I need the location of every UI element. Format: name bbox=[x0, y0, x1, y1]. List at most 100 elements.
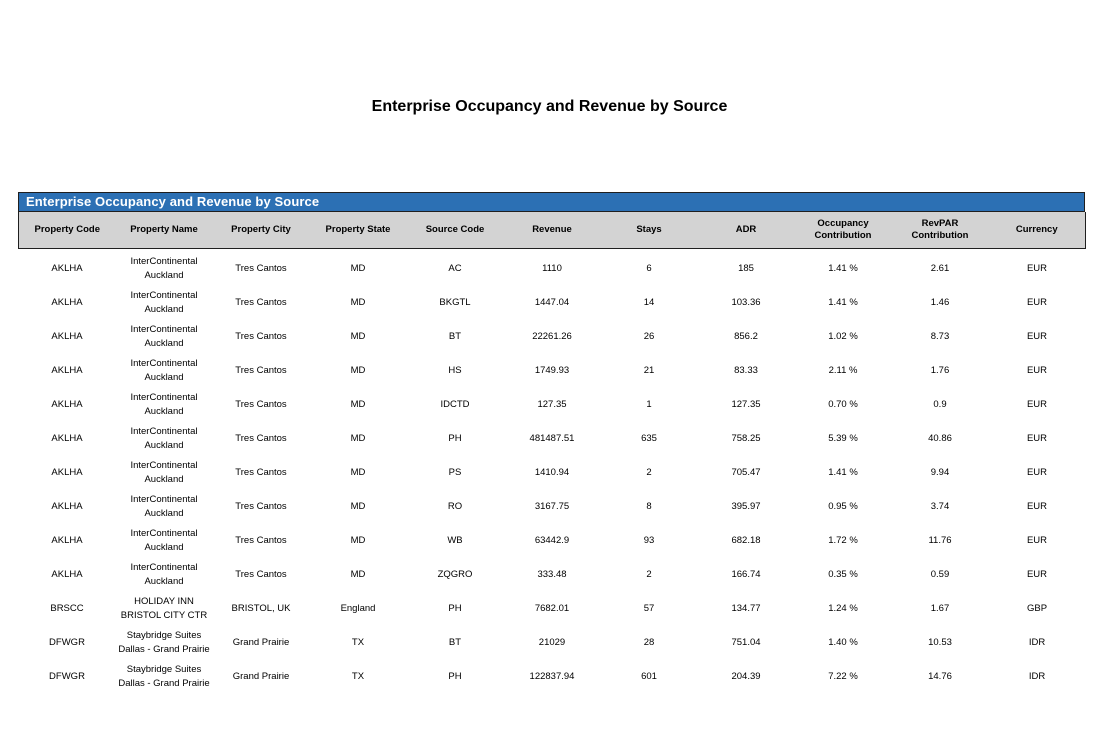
adr-cell: 751.04 bbox=[731, 637, 761, 648]
currency-cell: EUR bbox=[1026, 297, 1048, 308]
column-header-property-name: Property Name bbox=[115, 212, 213, 249]
source-code-cell: RO bbox=[447, 501, 463, 512]
adr-cell: 166.74 bbox=[731, 569, 761, 580]
revenue-cell: 21029 bbox=[538, 637, 566, 648]
table-row: AKLHA InterContinental Auckland Tres Canto… bbox=[19, 249, 1086, 287]
table-row: DFWGR Staybridge Suites Dallas - Grand Pr… bbox=[19, 660, 1086, 694]
currency-cell: EUR bbox=[1026, 569, 1048, 580]
revenue-cell: 481487.51 bbox=[529, 433, 575, 444]
column-header-property-state: Property State bbox=[309, 212, 407, 249]
stays-cell: 8 bbox=[646, 501, 652, 512]
adr-cell: 185 bbox=[738, 263, 754, 274]
source-code-cell: HS bbox=[448, 365, 462, 376]
property-code-cell: BRSCC bbox=[50, 603, 84, 614]
page-title: Enterprise Occupancy and Revenue by Sour… bbox=[371, 98, 728, 115]
stays-cell: 2 bbox=[646, 569, 652, 580]
column-header-revpar-contribution: RevPAR Contribution bbox=[891, 212, 989, 249]
table-row: BRSCC HOLIDAY INN BRISTOL CITY CTR BRISTOL… bbox=[19, 592, 1086, 626]
property-code-cell: AKLHA bbox=[51, 365, 83, 376]
column-header-currency: Currency bbox=[988, 212, 1086, 249]
table-row: AKLHA InterContinental Auckland Tres Canto… bbox=[19, 286, 1086, 320]
source-code-cell: BT bbox=[448, 637, 462, 648]
property-name-cell: InterContinental Auckland bbox=[130, 494, 198, 519]
adr-cell: 682.18 bbox=[731, 535, 761, 546]
revpar-contribution-cell: 40.86 bbox=[928, 433, 952, 444]
revpar-contribution-cell: 1.46 bbox=[930, 297, 950, 308]
adr-cell: 204.39 bbox=[731, 671, 761, 682]
property-state-cell: MD bbox=[350, 263, 366, 274]
revenue-cell: 1447.04 bbox=[534, 297, 570, 308]
property-state-cell: MD bbox=[350, 331, 366, 342]
property-city-cell: Tres Cantos bbox=[235, 535, 287, 546]
currency-cell: EUR bbox=[1026, 331, 1048, 342]
revenue-cell: 127.35 bbox=[537, 399, 567, 410]
column-header-occupancy-contribution: Occupancy Contribution bbox=[794, 212, 892, 249]
currency-cell: IDR bbox=[1028, 637, 1046, 648]
report-table: Property Code Property Name Property City P… bbox=[18, 212, 1086, 694]
revpar-contribution-cell: 2.61 bbox=[930, 263, 950, 274]
revpar-contribution-cell: 0.9 bbox=[933, 399, 947, 410]
property-state-cell: MD bbox=[350, 569, 366, 580]
revpar-contribution-cell: 0.59 bbox=[930, 569, 950, 580]
revenue-cell: 22261.26 bbox=[532, 331, 572, 342]
stays-cell: 2 bbox=[646, 467, 652, 478]
occupancy-contribution-cell: 0.95 % bbox=[828, 501, 858, 512]
property-code-cell: AKLHA bbox=[51, 297, 83, 308]
currency-cell: EUR bbox=[1026, 263, 1048, 274]
occupancy-contribution-cell: 1.41 % bbox=[828, 467, 858, 478]
property-state-cell: MD bbox=[350, 433, 366, 444]
property-code-cell: AKLHA bbox=[51, 467, 83, 478]
column-header-property-city: Property City bbox=[212, 212, 310, 249]
adr-cell: 856.2 bbox=[734, 331, 758, 342]
stays-cell: 6 bbox=[646, 263, 652, 274]
revpar-contribution-cell: 14.76 bbox=[928, 671, 952, 682]
property-city-cell: BRISTOL, UK bbox=[231, 603, 291, 614]
revpar-contribution-cell: 1.76 bbox=[930, 365, 950, 376]
source-code-cell: AC bbox=[448, 263, 462, 274]
source-code-cell: BT bbox=[448, 331, 462, 342]
property-city-cell: Tres Cantos bbox=[235, 433, 287, 444]
stays-cell: 635 bbox=[641, 433, 657, 444]
property-code-cell: AKLHA bbox=[51, 501, 83, 512]
property-code-cell: AKLHA bbox=[51, 535, 83, 546]
revpar-contribution-cell: 1.67 bbox=[930, 603, 950, 614]
property-city-cell: Tres Cantos bbox=[235, 467, 287, 478]
property-name-cell: Staybridge Suites Dallas - Grand Prairie bbox=[118, 664, 210, 689]
property-city-cell: Grand Prairie bbox=[232, 637, 290, 648]
report-table-body: AKLHA InterContinental Auckland Tres Canto… bbox=[19, 249, 1086, 695]
property-city-cell: Tres Cantos bbox=[235, 297, 287, 308]
occupancy-contribution-cell: 1.41 % bbox=[828, 297, 858, 308]
property-name-cell: InterContinental Auckland bbox=[130, 460, 198, 485]
property-code-cell: AKLHA bbox=[51, 433, 83, 444]
revpar-contribution-cell: 10.53 bbox=[928, 637, 952, 648]
adr-cell: 127.35 bbox=[731, 399, 761, 410]
property-state-cell: MD bbox=[350, 399, 366, 410]
occupancy-contribution-cell: 0.35 % bbox=[828, 569, 858, 580]
currency-cell: EUR bbox=[1026, 467, 1048, 478]
currency-cell: EUR bbox=[1026, 501, 1048, 512]
table-row: AKLHA InterContinental Auckland Tres Canto… bbox=[19, 422, 1086, 456]
column-header-source-code: Source Code bbox=[406, 212, 504, 249]
currency-cell: EUR bbox=[1026, 433, 1048, 444]
property-name-cell: InterContinental Auckland bbox=[130, 358, 198, 383]
property-state-cell: TX bbox=[351, 671, 365, 682]
property-state-cell: TX bbox=[351, 637, 365, 648]
report-banner-title: Enterprise Occupancy and Revenue by Sour… bbox=[26, 194, 320, 209]
stays-cell: 14 bbox=[643, 297, 655, 308]
stays-cell: 26 bbox=[643, 331, 655, 342]
stays-cell: 93 bbox=[643, 535, 655, 546]
source-code-cell: PS bbox=[448, 467, 462, 478]
stays-cell: 57 bbox=[643, 603, 655, 614]
property-state-cell: MD bbox=[350, 535, 366, 546]
adr-cell: 134.77 bbox=[731, 603, 761, 614]
table-row: AKLHA InterContinental Auckland Tres Canto… bbox=[19, 320, 1086, 354]
adr-cell: 83.33 bbox=[734, 365, 758, 376]
property-name-cell: InterContinental Auckland bbox=[130, 290, 198, 315]
property-name-cell: Staybridge Suites Dallas - Grand Prairie bbox=[118, 630, 210, 655]
revpar-contribution-cell: 8.73 bbox=[930, 331, 950, 342]
source-code-cell: PH bbox=[448, 433, 462, 444]
currency-cell: EUR bbox=[1026, 365, 1048, 376]
column-header-stays: Stays bbox=[600, 212, 698, 249]
property-state-cell: MD bbox=[350, 365, 366, 376]
currency-cell: EUR bbox=[1026, 535, 1048, 546]
